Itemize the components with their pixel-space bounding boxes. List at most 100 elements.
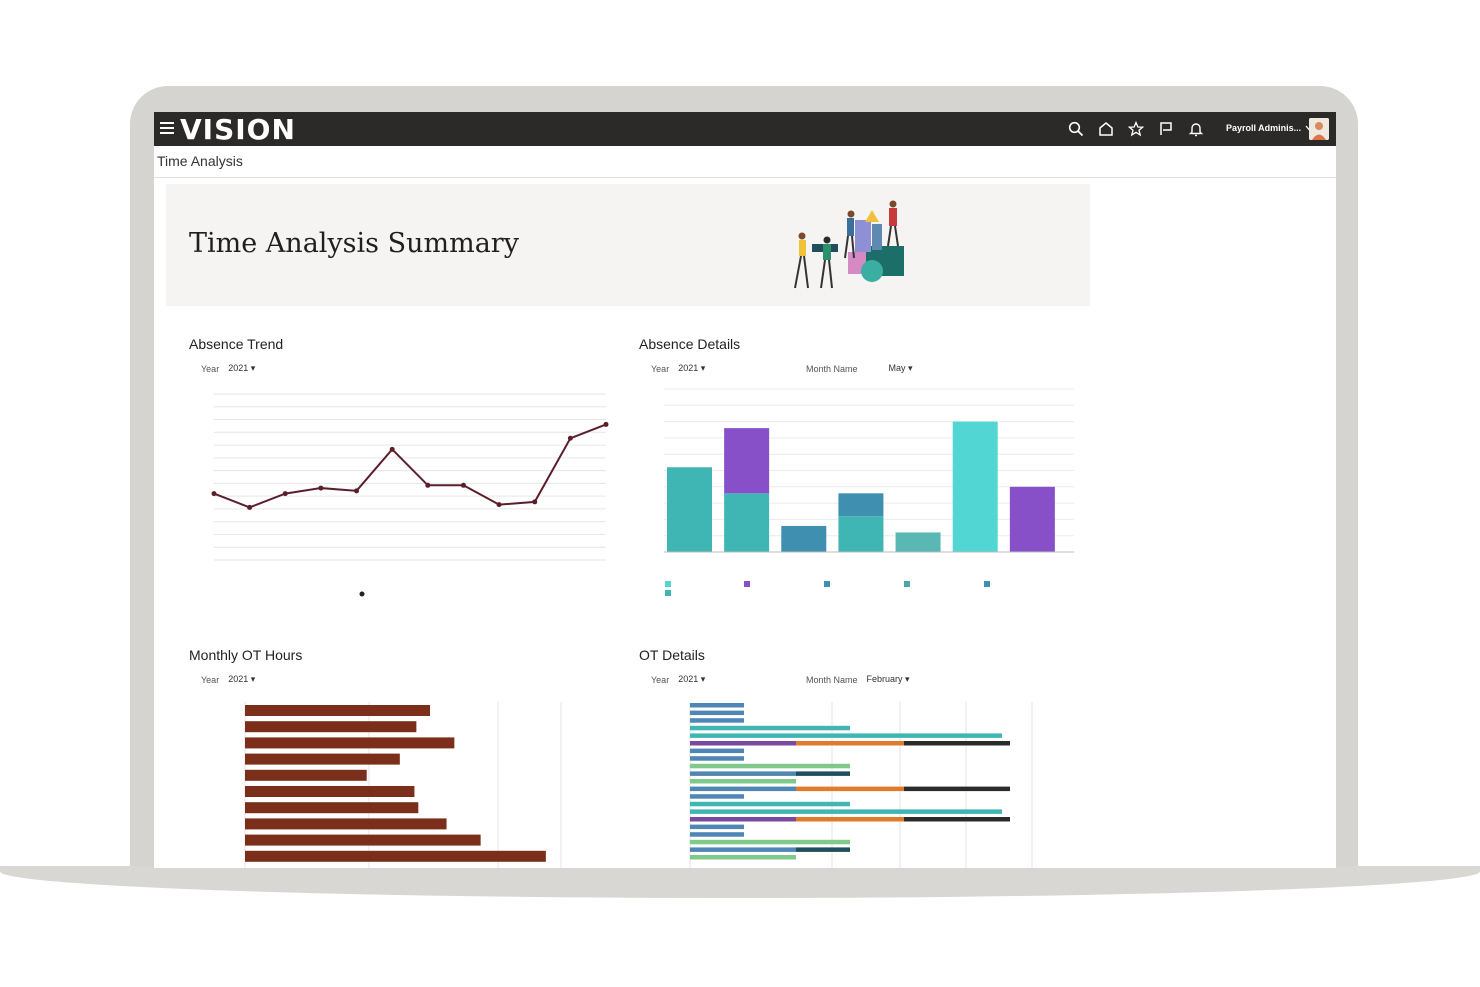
legend-swatch [665,581,671,587]
bar [796,741,904,746]
month-select[interactable]: February ▾ [863,673,913,686]
ot-details-title: OT Details [639,647,705,663]
bar [245,721,417,733]
monthly-ot-chart [244,702,562,868]
bar [690,703,744,708]
year-value: 2021 [678,363,699,373]
avatar[interactable] [1309,118,1329,140]
bar [690,779,796,784]
page-title: Time Analysis Summary [189,228,519,259]
data-point [354,488,360,494]
bar [245,753,400,765]
bar [796,847,850,852]
bar [690,839,850,845]
bar [690,832,744,837]
year-label: Year [651,363,670,374]
absence-details-chart [664,388,1074,596]
bar [904,817,1010,822]
bar [690,733,1002,738]
bar [781,525,827,552]
search-icon[interactable] [1066,119,1086,139]
bar [838,493,884,517]
laptop-base [0,866,1480,898]
year-label: Year [201,674,220,685]
data-point [567,435,573,441]
bar [245,737,455,749]
month-value: May [888,363,906,373]
bar [690,741,796,746]
ot-details-year-filter: Year 2021 ▾ [651,673,709,686]
year-select[interactable]: 2021 ▾ [675,362,709,375]
absence-trend-year-filter: Year 2021 ▾ [201,362,259,375]
divider [154,177,1336,178]
absence-details-month-filter: Month Name May ▾ [806,362,916,375]
bar [690,824,744,830]
bar [724,428,770,494]
flag-icon[interactable] [1156,119,1176,139]
bar [904,786,1010,792]
legend-swatch [984,581,990,587]
user-name: Payroll Adminis... [1226,123,1302,133]
menu-icon[interactable] [160,122,174,134]
absence-trend-chart [211,393,609,597]
bar [690,771,796,776]
top-navigation-bar: VISION Payroll Adminis... [154,112,1336,146]
absence-details-year-filter: Year 2021 ▾ [651,362,709,375]
bar [690,756,744,761]
bar [724,493,770,552]
data-point [247,504,253,510]
month-label: Month Name [806,363,858,374]
bar [690,794,744,799]
bar [690,725,850,731]
series-line [213,423,607,509]
bar [952,421,998,552]
bar [690,718,744,723]
data-point [425,482,431,488]
data-point [211,491,217,497]
bar [796,817,904,822]
year-value: 2021 [678,674,699,684]
legend-swatch [665,590,671,596]
bar [690,847,796,852]
absence-details-title: Absence Details [639,336,741,352]
data-point [389,446,395,452]
bar [838,516,884,552]
bar [904,741,1010,746]
month-value: February [866,674,903,684]
star-icon[interactable] [1126,119,1146,139]
data-point [496,502,502,508]
bar [690,786,796,792]
legend-swatch [824,581,830,587]
bar [245,786,415,797]
year-label: Year [201,363,220,374]
home-icon[interactable] [1096,119,1116,139]
legend-swatch [904,581,910,587]
legend-marker [359,591,365,597]
bar [667,467,712,552]
summary-banner: Time Analysis Summary [166,184,1090,306]
year-select[interactable]: 2021 ▾ [225,673,259,686]
bar [690,801,850,807]
team-illustration [794,200,904,289]
user-menu[interactable]: Payroll Adminis... [1226,123,1313,133]
bar [690,809,1002,814]
ot-details-month-filter: Month Name February ▾ [806,673,913,686]
bar [690,763,850,769]
year-select[interactable]: 2021 ▾ [675,673,709,686]
bar [245,802,419,814]
bell-icon[interactable] [1186,119,1206,139]
month-label: Month Name [806,674,858,685]
year-select[interactable]: 2021 ▾ [225,362,259,375]
app-screen: VISION Payroll Adminis... Tim [154,112,1336,868]
bar [796,771,850,776]
bar [796,786,904,792]
bar [690,817,796,822]
bar [690,710,744,716]
month-select[interactable]: May ▾ [885,362,916,375]
year-label: Year [651,674,670,685]
global-actions [1066,119,1206,139]
bar [895,532,941,552]
bar [1009,486,1055,552]
monthly-ot-title: Monthly OT Hours [189,647,303,663]
bar [245,705,430,716]
